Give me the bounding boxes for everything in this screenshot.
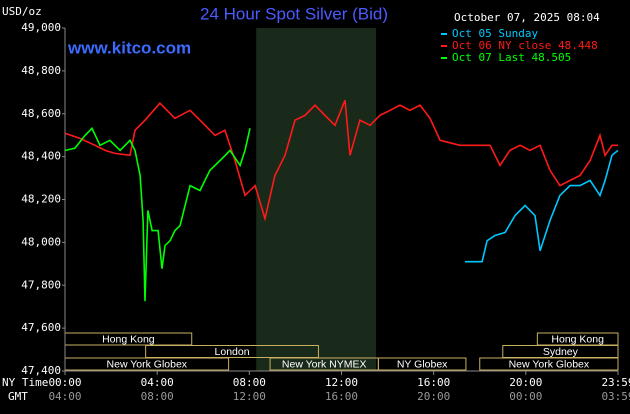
y-tick-label: 48,800 bbox=[21, 64, 61, 77]
series-line bbox=[64, 99, 618, 222]
x-gmt-label: 03:59 bbox=[601, 390, 630, 403]
gmt-label: GMT bbox=[8, 390, 28, 403]
x-gmt-label: 00:00 bbox=[509, 390, 542, 403]
x-gmt-label: 08:00 bbox=[141, 390, 174, 403]
session-label: Sydney bbox=[543, 346, 579, 358]
series-line bbox=[64, 126, 251, 302]
session-label: New York Globex bbox=[509, 358, 590, 370]
legend-label: Oct 06 NY close 48.448 bbox=[452, 39, 598, 52]
x-tick-label: 04:00 bbox=[141, 376, 174, 389]
x-tick-label: 00:00 bbox=[48, 376, 81, 389]
session-shade bbox=[256, 28, 377, 371]
x-gmt-label: 12:00 bbox=[233, 390, 266, 403]
watermark: www.kitco.com bbox=[67, 38, 191, 57]
y-tick-label: 47,600 bbox=[21, 321, 61, 334]
x-tick-label: 23:59 bbox=[601, 376, 630, 389]
y-tick-label: 48,200 bbox=[21, 193, 61, 206]
session-label: NY Globex bbox=[397, 358, 448, 370]
unit-label: USD/oz bbox=[2, 5, 42, 18]
session-label: New York Globex bbox=[107, 358, 188, 370]
session-box bbox=[479, 357, 619, 371]
ny-time-label: NY Time bbox=[2, 376, 48, 389]
y-tick-label: 48,600 bbox=[21, 107, 61, 120]
session-label: London bbox=[215, 346, 250, 358]
y-tick-label: 48,000 bbox=[21, 235, 61, 248]
series-line bbox=[465, 149, 619, 263]
y-tick-label: 47,400 bbox=[21, 364, 61, 377]
x-gmt-label: 16:00 bbox=[325, 390, 358, 403]
legend-label: Oct 05 Sunday bbox=[452, 27, 538, 40]
x-gmt-label: 20:00 bbox=[417, 390, 450, 403]
legend-label: Oct 07 Last 48.505 bbox=[452, 51, 571, 64]
y-tick-label: 48,400 bbox=[21, 150, 61, 163]
session-label: New York NYMEX bbox=[282, 358, 367, 370]
session-box bbox=[145, 345, 319, 358]
session-label: Hong Kong bbox=[551, 333, 604, 345]
y-tick-label: 47,800 bbox=[21, 278, 61, 291]
chart-title: 24 Hour Spot Silver (Bid) bbox=[200, 4, 388, 23]
x-tick-label: 16:00 bbox=[417, 376, 450, 389]
session-label: Hong Kong bbox=[102, 333, 155, 345]
x-gmt-label: 04:00 bbox=[48, 390, 81, 403]
session-box bbox=[377, 357, 467, 371]
y-tick-label: 49,000 bbox=[21, 21, 61, 34]
x-tick-label: 08:00 bbox=[233, 376, 266, 389]
x-tick-label: 12:00 bbox=[325, 376, 358, 389]
timestamp: October 07, 2025 08:04 bbox=[454, 11, 600, 24]
x-tick-label: 20:00 bbox=[509, 376, 542, 389]
